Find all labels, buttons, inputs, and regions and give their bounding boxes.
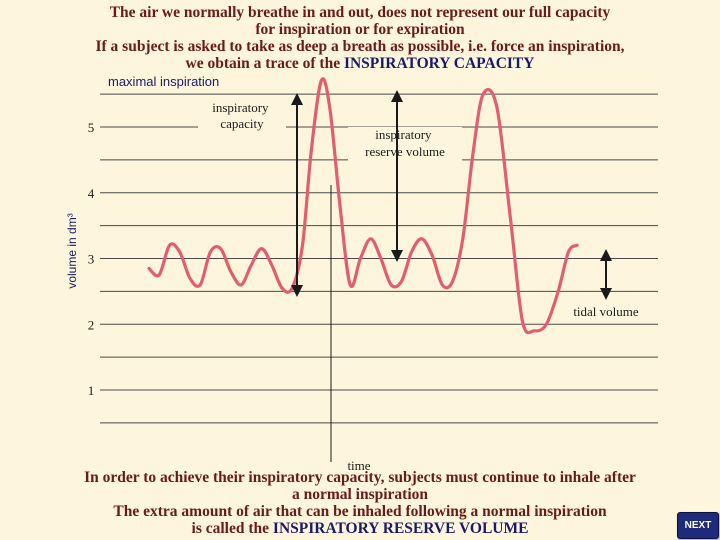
footer-line-4-caps: INSPIRATORY RESERVE VOLUME	[272, 520, 529, 537]
inspiratory-reserve-volume-label: inspiratory reserve volume	[365, 127, 445, 159]
footer-line-1: In order to achieve their inspiratory ca…	[84, 469, 636, 486]
header-line-4-caps: INSPIRATORY CAPACITY	[343, 55, 535, 72]
footer-line-4-prefix: is called the	[191, 520, 273, 537]
y-tick-label: 2	[88, 317, 95, 332]
y-tick-labels: 1 2 3 4 5	[88, 120, 95, 398]
tidal-volume-label-box	[557, 301, 657, 321]
tidal-volume-label: tidal volume	[573, 304, 639, 319]
footer-line-2: a normal inspiration	[291, 486, 429, 503]
next-button[interactable]: NEXT	[677, 512, 719, 539]
footer-text: In order to achieve their inspiratory ca…	[0, 469, 720, 537]
x-axis-label: time	[347, 458, 370, 473]
maximal-inspiration-label: maximal inspiration	[108, 74, 219, 89]
header-line-3: If a subject is asked to take as deep a …	[95, 38, 625, 55]
footer-line-3: The extra amount of air that can be inha…	[113, 503, 607, 520]
volume-trace	[147, 77, 579, 335]
header-line-4: we obtain a trace of the INSPIRATORY CAP…	[0, 55, 720, 72]
inspiratory-capacity-label-box	[198, 100, 286, 134]
y-tick-label: 4	[88, 186, 95, 201]
inspiratory-reserve-volume-label-box	[348, 127, 462, 161]
header-line-2: for inspiration or for expiration	[255, 21, 465, 38]
y-tick-label: 3	[88, 252, 95, 267]
y-tick-label: 1	[88, 383, 95, 398]
y-tick-label: 5	[88, 120, 95, 135]
header-text: The air we normally breathe in and out, …	[0, 4, 720, 72]
y-axis-label: volume in dm³	[65, 213, 79, 288]
inspiratory-capacity-label: inspiratory capacity	[212, 100, 272, 131]
header-line-4-prefix: we obtain a trace of the	[185, 55, 344, 72]
footer-line-4: is called the INSPIRATORY RESERVE VOLUME	[0, 520, 720, 537]
grid-lines	[100, 93, 658, 424]
header-line-1: The air we normally breathe in and out, …	[109, 4, 611, 21]
